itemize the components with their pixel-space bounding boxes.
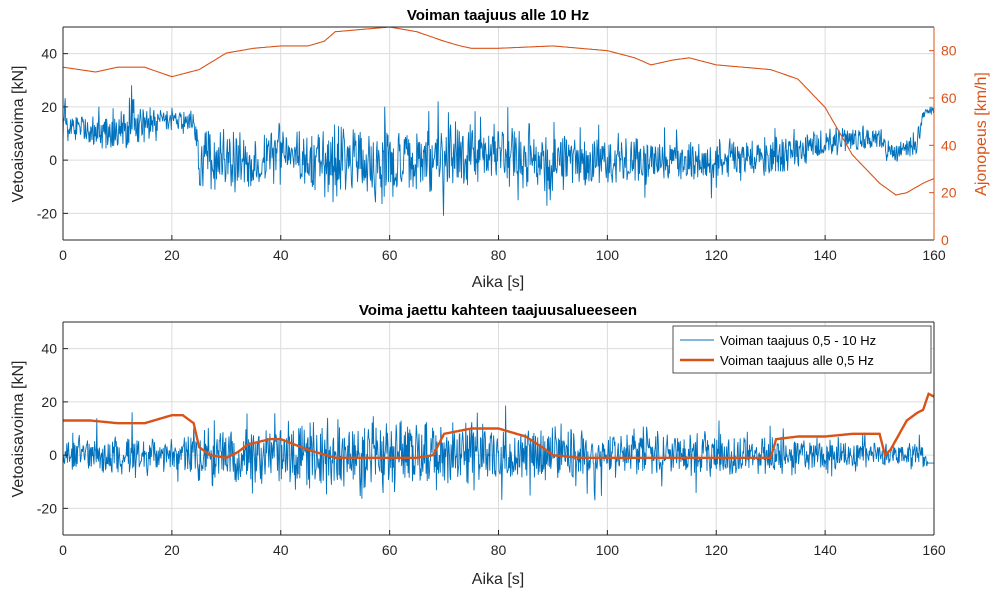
legend-label-low: Voiman taajuus alle 0,5 Hz (720, 353, 874, 368)
bottom-x-tick-label: 0 (59, 542, 67, 558)
bottom-series-0-line (63, 405, 934, 501)
force-split-chart: Voima jaettu kahteen taajuusalueeseen 0 2… (10, 302, 946, 588)
bottom-x-tick-label: 120 (705, 542, 729, 558)
bottom-axes: 0 20 40 60 80 100 120 140 160 -20 0 20 40 (37, 321, 946, 558)
top-x-tick-label: 80 (491, 247, 507, 263)
top-x-tick-label: 0 (59, 247, 67, 263)
top-chart-title: Voiman taajuus alle 10 Hz (407, 7, 589, 24)
top-x-tick-label: 100 (596, 247, 620, 263)
top-x-tick-label: 40 (273, 247, 289, 263)
bottom-series-1-line (63, 392, 934, 460)
bottom-y-axis-label: Vetoaisavoima [kN] (10, 361, 27, 498)
bottom-chart-title: Voima jaettu kahteen taajuusalueeseen (359, 302, 637, 319)
top-x-tick-label: 160 (922, 247, 946, 263)
top-y2-tick-label: 40 (941, 137, 957, 153)
speed-force-chart: Voiman taajuus alle 10 Hz 0 20 40 60 80 100 12… (10, 7, 990, 291)
legend-label-band: Voiman taajuus 0,5 - 10 Hz (720, 333, 876, 348)
bottom-plot-area (63, 392, 934, 501)
top-y2-axis-label: Ajonopeus [km/h] (973, 72, 990, 196)
bottom-x-tick-label: 140 (813, 542, 837, 558)
top-x-axis-label: Aika [s] (472, 274, 524, 291)
bottom-series-group (63, 392, 934, 501)
top-x-tick-label: 140 (813, 247, 837, 263)
top-y-tick-label: 20 (41, 99, 57, 115)
bottom-x-tick-label: 80 (491, 542, 507, 558)
top-y-tick-label: -20 (37, 205, 57, 221)
bottom-y-tick-label: 40 (41, 341, 57, 357)
top-y2-tick-label: 60 (941, 90, 957, 106)
top-series-0-line (63, 85, 934, 216)
top-y2-tick-label: 20 (941, 185, 957, 201)
bottom-y-tick-label: -20 (37, 500, 57, 516)
bottom-x-tick-label: 20 (164, 542, 180, 558)
bottom-x-tick-label: 100 (596, 542, 620, 558)
top-x-tick-label: 60 (382, 247, 398, 263)
bottom-x-axis-label: Aika [s] (472, 571, 524, 588)
top-y-tick-label: 0 (49, 152, 57, 168)
top-x-tick-label: 20 (164, 247, 180, 263)
top-y2-tick-label: 80 (941, 43, 957, 59)
bottom-x-tick-label: 40 (273, 542, 289, 558)
top-plot-area (63, 27, 934, 216)
bottom-y-tick-label: 0 (49, 447, 57, 463)
bottom-y-tick-label: 20 (41, 394, 57, 410)
top-series-group (63, 27, 934, 216)
bottom-x-tick-label: 60 (382, 542, 398, 558)
legend: Voiman taajuus 0,5 - 10 Hz Voiman taajuu… (672, 325, 932, 374)
top-y2-tick-label: 0 (941, 232, 949, 248)
bottom-x-tick-label: 160 (922, 542, 946, 558)
legend-box (672, 325, 932, 374)
top-axes: 0 20 40 60 80 100 120 140 160 -20 0 20 40 0 20 40 60 80 (37, 26, 957, 263)
top-x-tick-label: 120 (705, 247, 729, 263)
top-y-tick-label: 40 (41, 46, 57, 62)
top-grid (63, 27, 934, 240)
top-y-axis-label: Vetoaisavoima [kN] (10, 66, 27, 203)
top-series-1-line (63, 27, 934, 196)
